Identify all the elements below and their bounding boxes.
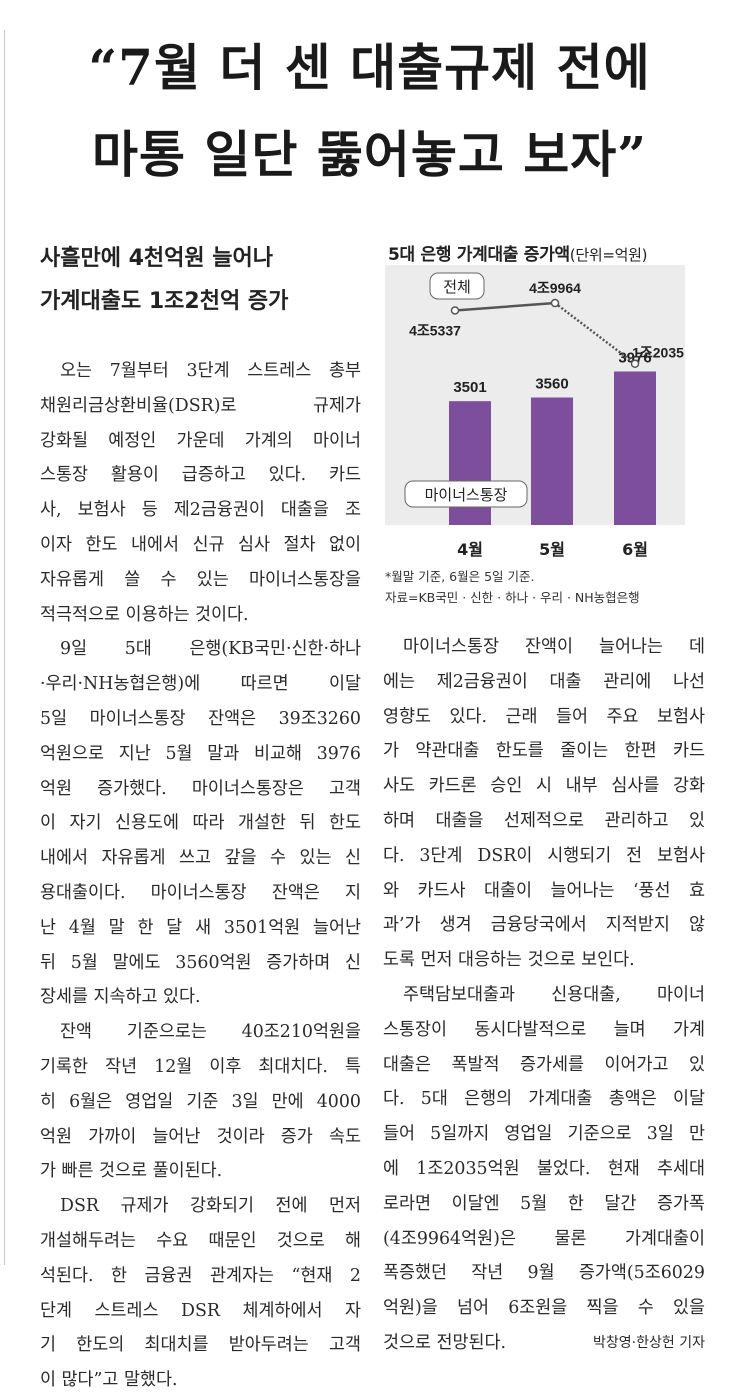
body-line: 사, 보험사 등 제2금융권이 대출을 조 xyxy=(40,500,361,521)
body-line: 스통장 활용이 급증하고 있다. 카드 xyxy=(40,465,361,486)
body-line: 내에서 자유롭게 쓰고 갚을 수 있는 신 xyxy=(40,848,361,869)
body-line: 과’가 생겨 금융당국에서 지적받지 않 xyxy=(383,915,705,936)
body-line: 뒤 5월 말에도 3560억원 증가하며 신 xyxy=(40,952,361,973)
line-point-4월 xyxy=(450,306,460,315)
body-line: 에 1조2035억원 불었다. 현재 추세대 xyxy=(383,1158,705,1179)
line-segment-dotted xyxy=(554,302,636,365)
body-line: 로라면 이달엔 5월 한 달간 증가폭 xyxy=(383,1193,705,1214)
body-line: 단계 스트레스 DSR 체계하에서 자 xyxy=(40,1300,361,1321)
x-tick-label: 5월 xyxy=(539,540,565,559)
subheadline-line-2: 가계대출도 1조2천억 증가 xyxy=(40,289,289,314)
body-line: 용대출이다. 마이너스통장 잔액은 지 xyxy=(40,882,361,903)
legend-box-overdraft xyxy=(404,480,528,508)
chart-title: 5대 은행 가계대출 증가액 xyxy=(388,245,570,265)
body-line: 도록 먼저 대응하는 것으로 보인다. xyxy=(383,950,635,971)
body-line: 개설해두려는 수요 때문인 것으로 해 xyxy=(40,1230,361,1251)
body-line: 억원)을 넘어 6조원을 찍을 수 있을 xyxy=(383,1298,705,1319)
bar-6월 xyxy=(614,371,656,525)
body-line: 채원리금상환비율(DSR)로 규제가 xyxy=(40,395,361,416)
headline-line-2: 마통 일단 뚫어놓고 보자” xyxy=(92,125,647,184)
body-line: 잔액 기준으로는 40조210억원을 xyxy=(60,1022,361,1043)
headline-line-1: “7월 더 센 대출규제 전에 xyxy=(88,38,651,97)
body-line: DSR 규제가 강화되기 전에 먼저 xyxy=(60,1196,361,1217)
body-line: 영향도 있다. 근래 들어 주요 보험사 xyxy=(383,706,705,727)
body-line: 폭증했던 작년 9월 증가액(5조6029 xyxy=(383,1263,705,1284)
legend-box-total xyxy=(429,272,485,300)
line-label: 4조5337 xyxy=(409,322,461,338)
x-tick-label: 6월 xyxy=(622,540,648,559)
body-line: 기록한 작년 12월 이후 최대치다. 특 xyxy=(40,1056,361,1077)
body-line: 것으로 전망된다. 박창영·한상헌 기자 xyxy=(383,1326,705,1361)
body-line: 오는 7월부터 3단계 스트레스 총부 xyxy=(60,361,361,381)
legend-total-label: 전체 xyxy=(443,278,471,296)
body-line: 5일 마이너스통장 잔액은 39조3260 xyxy=(40,708,361,729)
chart-title-block: 5대 은행 가계대출 증가액(단위=억원) xyxy=(388,240,647,265)
bar-label: 3501 xyxy=(453,379,486,396)
body-line: 억원 증가했다. 마이너스통장은 고객 xyxy=(40,778,361,799)
line-point-6월 xyxy=(630,359,640,368)
chart-source: 자료=KB국민 · 신한 · 하나 · 우리 · NH농협은행 xyxy=(385,590,640,605)
body-line: 스통장이 동시다발적으로 늘며 가계 xyxy=(383,1019,705,1040)
body-line: 들어 5일까지 영업일 기준으로 3일 만 xyxy=(383,1124,705,1145)
body-line: 가 빠른 것으로 풀이된다. xyxy=(40,1161,223,1182)
body-line: 이자 한도 내에서 신규 심사 절차 없이 xyxy=(40,534,361,555)
body-line: 에는 제2금융권이 대출 관리에 나선 xyxy=(383,671,705,692)
line-point-5월 xyxy=(550,298,560,308)
body-line: 9일 5대 은행(KB국민·신한·하나 xyxy=(60,639,361,660)
body-line: 석된다. 한 금융권 관계자는 “현재 2 xyxy=(40,1265,361,1286)
body-line: 다. 3단계 DSR이 시행되기 전 보험사 xyxy=(383,845,705,866)
body-line: 억원으로 지난 5월 말과 비교해 3976 xyxy=(40,743,361,764)
subheadline-line-1: 사흘만에 4천억원 늘어나 xyxy=(40,246,274,271)
line-label: 4조9964 xyxy=(529,280,581,296)
body-line: 마이너스통장 잔액이 늘어나는 데 xyxy=(403,637,705,657)
body-line: 와 카드사 대출이 늘어나는 ‘풍선 효 xyxy=(383,880,705,901)
body-line: 강화될 예정인 가운데 가계의 마이너 xyxy=(40,430,361,451)
line-segment-solid xyxy=(454,301,556,312)
body-line: 다. 5대 은행의 가계대출 총액은 이달 xyxy=(383,1089,705,1110)
legend-overdraft-label: 마이너스통장 xyxy=(425,486,508,504)
page-edge-line xyxy=(4,30,5,1265)
body-line: (4조9964억원)은 물론 가계대출이 xyxy=(383,1228,705,1249)
chart-unit: (단위=억원) xyxy=(569,246,648,264)
body-line: ·우리·NH농협은행)에 따르면 이달 xyxy=(40,674,361,695)
body-line: 히 6월은 영업일 기준 3일 만에 4000 xyxy=(40,1091,361,1112)
body-line: 하며 대출을 선제적으로 관리하고 있 xyxy=(383,810,705,831)
body-line: 억원 가까이 늘어난 것이라 증가 속도 xyxy=(40,1126,361,1147)
body-line: 가 약관대출 한도를 줄이는 한편 카드 xyxy=(383,741,705,762)
chart-note: *월말 기준, 6월은 5일 기준. xyxy=(385,569,535,584)
body-line: 난 4월 말 한 달 새 3501억원 늘어난 xyxy=(40,917,361,938)
body-line: 사도 카드론 승인 시 내부 심사를 강화 xyxy=(383,776,705,797)
body-line: 기 한도의 최대치를 받아두려는 고객 xyxy=(40,1335,361,1356)
body-line: 적극적으로 이용하는 것이다. xyxy=(40,604,249,625)
body-line: 자유롭게 쓸 수 있는 마이너스통장을 xyxy=(40,569,361,590)
x-tick-label: 4월 xyxy=(457,540,483,559)
body-line: 주택담보대출과 신용대출, 마이너 xyxy=(403,984,705,1005)
body-line: 대출은 폭발적 증가세를 이어가고 있 xyxy=(383,1054,705,1075)
body-line: 이 자기 신용도에 따라 개설한 뒤 한도 xyxy=(40,813,361,834)
bar-label: 3560 xyxy=(535,376,568,393)
byline: 박창영·한상헌 기자 xyxy=(593,1334,705,1351)
body-line: 이 많다”고 말했다. xyxy=(40,1370,178,1391)
body-line: 장세를 지속하고 있다. xyxy=(40,987,201,1008)
line-label: 1조2035 xyxy=(632,345,684,361)
bar-label: 3976 xyxy=(618,350,651,367)
bar-5월 xyxy=(531,397,573,525)
